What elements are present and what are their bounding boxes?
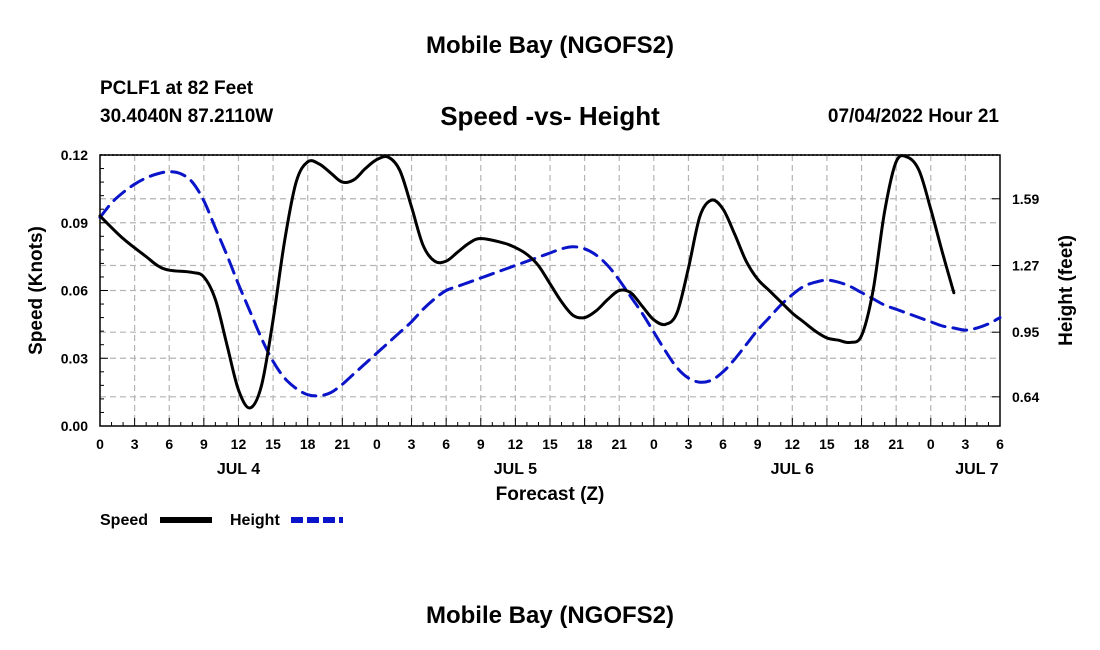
- chart-title: Speed -vs- Height: [440, 101, 660, 131]
- x-tick-label: 15: [819, 436, 835, 452]
- y2-tick-label: 0.64: [1012, 389, 1039, 405]
- x-tick-label: 18: [300, 436, 316, 452]
- x-tick-label: 12: [785, 436, 801, 452]
- x-tick-label: 3: [685, 436, 693, 452]
- y2-tick-label: 0.95: [1012, 324, 1039, 340]
- station-label: PCLF1 at 82 Feet: [100, 78, 254, 99]
- y2-tick-label: 1.27: [1012, 257, 1039, 273]
- x-tick-label: 9: [477, 436, 485, 452]
- x-tick-label: 3: [408, 436, 416, 452]
- x-tick-label: 21: [888, 436, 904, 452]
- x-tick-label: 18: [577, 436, 593, 452]
- x-tick-label: 15: [265, 436, 281, 452]
- page-title-bottom: Mobile Bay (NGOFS2): [425, 602, 675, 629]
- x-tick-label: 6: [719, 436, 727, 452]
- coordinates-label: 30.4040N 87.2110W: [100, 106, 274, 127]
- legend-label-height: Height: [230, 512, 280, 529]
- y-tick-label: 0.12: [61, 147, 88, 163]
- y2-axis-title: Height (feet): [1056, 235, 1077, 346]
- y-axis-title: Speed (Knots): [26, 226, 47, 355]
- x-tick-label: 12: [231, 436, 247, 452]
- date-label: JUL 4: [217, 461, 260, 478]
- x-tick-label: 9: [200, 436, 208, 452]
- page-title: Mobile Bay (NGOFS2): [425, 32, 675, 59]
- date-label: JUL 6: [771, 461, 814, 478]
- x-tick-label: 0: [373, 436, 381, 452]
- y2-tick-label: 1.59: [1012, 191, 1039, 207]
- date-label: JUL 5: [494, 461, 537, 478]
- x-tick-label: 3: [961, 436, 969, 452]
- x-tick-label: 0: [96, 436, 104, 452]
- x-axis-title: Forecast (Z): [496, 484, 605, 505]
- x-tick-label: 18: [854, 436, 870, 452]
- datetime-label: 07/04/2022 Hour 21: [827, 106, 999, 127]
- y-tick-label: 0.09: [61, 215, 88, 231]
- x-tick-label: 0: [927, 436, 935, 452]
- x-tick-label: 21: [335, 436, 351, 452]
- y-tick-label: 0.06: [61, 283, 88, 299]
- x-tick-label: 0: [650, 436, 658, 452]
- series-line-height: [98, 170, 1002, 398]
- x-tick-label: 15: [542, 436, 558, 452]
- y-tick-label: 0.03: [61, 350, 88, 366]
- y-tick-label: 0.00: [61, 418, 88, 434]
- x-tick-label: 21: [611, 436, 627, 452]
- x-tick-label: 12: [508, 436, 524, 452]
- x-tick-label: 6: [165, 436, 173, 452]
- legend-label-speed: Speed: [100, 512, 148, 529]
- x-tick-label: 6: [996, 436, 1004, 452]
- x-tick-label: 3: [131, 436, 139, 452]
- series-line-speed: [98, 154, 956, 410]
- x-tick-label: 9: [754, 436, 762, 452]
- x-tick-label: 6: [442, 436, 450, 452]
- date-label: JUL 7: [955, 461, 998, 478]
